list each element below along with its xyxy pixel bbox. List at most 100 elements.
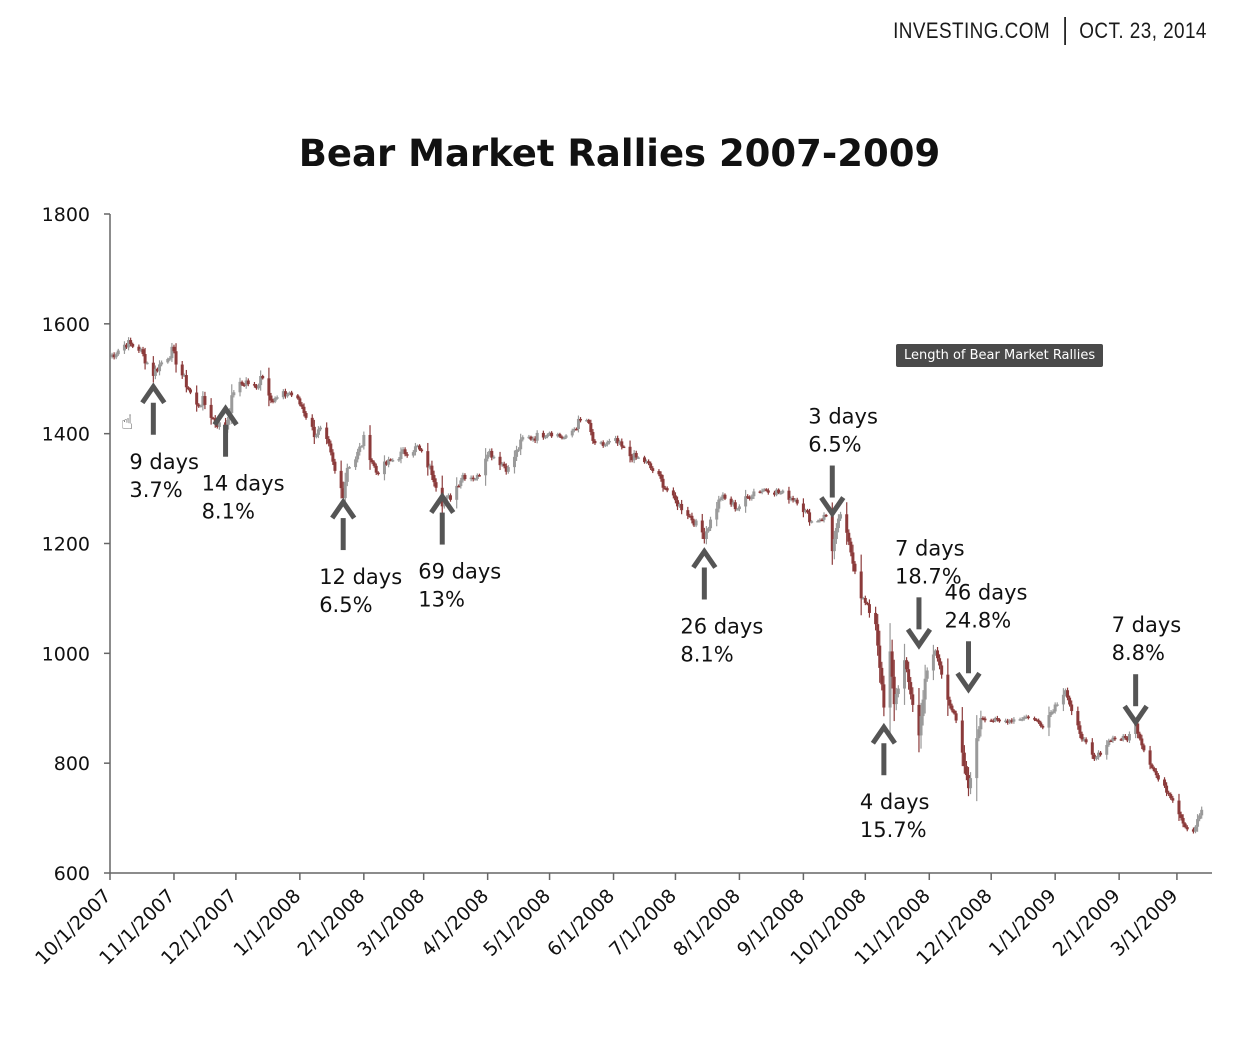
candle-mark	[558, 434, 562, 437]
candle-mark	[535, 432, 539, 441]
candle-mark	[665, 488, 669, 491]
candle-mark	[341, 488, 345, 499]
candle-mark	[252, 384, 256, 386]
candle-mark	[122, 344, 126, 351]
rally-annotation: 69 days 13%	[418, 492, 501, 612]
candle-mark	[455, 485, 459, 500]
candle-mark	[519, 439, 523, 450]
candle-mark	[506, 467, 510, 472]
candle-mark	[1004, 720, 1008, 723]
candle-mark	[758, 491, 762, 493]
candle-mark	[271, 400, 275, 403]
rally-days-label: 12 days	[319, 565, 402, 589]
candle-mark	[1084, 739, 1088, 743]
candle-mark	[203, 396, 207, 405]
candle-mark	[709, 519, 713, 529]
candle-mark	[717, 499, 721, 509]
candle-mark	[273, 397, 277, 402]
candle-mark	[1109, 740, 1113, 743]
candle-mark	[766, 490, 770, 493]
arrow-head	[870, 722, 897, 745]
candle-mark	[659, 474, 663, 479]
candle-mark	[197, 404, 201, 407]
candle-mark	[1076, 711, 1080, 726]
candle-mark	[593, 440, 597, 444]
rally-percent-label: 15.7%	[860, 818, 927, 842]
candle-mark	[473, 478, 477, 481]
x-tick-label: 8/1/2008	[669, 885, 745, 961]
candle-mark	[628, 446, 632, 457]
candle-mark	[1066, 690, 1070, 698]
candle-mark	[548, 432, 552, 435]
candle-mark	[863, 597, 867, 603]
x-tick-label: 5/1/2008	[479, 885, 555, 961]
candle-mark	[1024, 716, 1028, 718]
candle-mark	[702, 532, 706, 539]
arrow-head	[429, 492, 456, 514]
candle-mark	[486, 454, 490, 459]
candle-mark	[158, 364, 162, 372]
candle-mark	[543, 436, 547, 439]
candle-mark	[859, 571, 863, 599]
candle-mark	[969, 778, 973, 789]
candle-mark	[397, 458, 401, 461]
candle-mark	[1096, 752, 1100, 758]
candle-mark	[261, 376, 265, 379]
candle-mark	[1111, 737, 1115, 741]
candle-mark	[1070, 704, 1074, 712]
candle-mark	[694, 520, 698, 526]
candle-mark	[925, 670, 929, 679]
candle-mark	[808, 512, 812, 523]
candle-mark	[587, 419, 591, 424]
candle-mark	[892, 676, 896, 705]
candle-mark	[731, 502, 735, 505]
candle-mark	[382, 461, 386, 475]
candle-mark	[515, 449, 519, 457]
candle-mark	[275, 397, 279, 399]
candle-mark	[861, 597, 865, 600]
candle-mark	[946, 674, 950, 700]
candle-mark	[484, 458, 488, 476]
candle-mark	[385, 461, 389, 465]
candle-mark	[533, 438, 537, 441]
candle-mark	[415, 445, 419, 448]
candle-mark	[300, 404, 304, 407]
candle-mark	[541, 432, 545, 438]
candle-mark	[940, 665, 944, 675]
candle-mark	[671, 490, 675, 496]
candle-mark	[269, 395, 273, 401]
candle-mark	[824, 514, 828, 517]
candle-mark	[238, 381, 242, 393]
candle-mark	[773, 492, 777, 495]
candle-mark	[131, 343, 135, 347]
candle-mark	[345, 467, 349, 482]
candle-mark	[329, 443, 333, 453]
candle-mark	[1169, 794, 1173, 799]
arrow-head	[1122, 704, 1149, 727]
arrow-head	[330, 497, 357, 520]
candle-mark	[1047, 715, 1051, 728]
candle-mark	[1121, 735, 1125, 740]
candle-mark	[302, 406, 306, 414]
candle-mark	[1150, 764, 1154, 768]
candle-mark	[449, 495, 453, 500]
candle-mark	[562, 437, 566, 440]
candle-mark	[560, 436, 564, 439]
candle-mark	[1063, 690, 1067, 695]
candle-mark	[195, 392, 199, 405]
candle-mark	[285, 394, 289, 397]
candle-mark	[327, 439, 331, 444]
candle-mark	[413, 446, 417, 453]
candle-mark	[492, 456, 496, 459]
candle-mark	[331, 452, 335, 462]
x-tick-label: 6/1/2008	[543, 885, 619, 961]
candle-mark	[803, 510, 807, 513]
candle-mark	[1105, 744, 1109, 755]
rally-percent-label: 8.8%	[1112, 641, 1165, 665]
candle-mark	[283, 391, 287, 397]
candle-mark	[325, 427, 329, 440]
candle-mark	[605, 442, 609, 445]
candle-mark	[748, 496, 752, 499]
candle-mark	[339, 470, 343, 489]
arrow-head	[905, 627, 933, 650]
